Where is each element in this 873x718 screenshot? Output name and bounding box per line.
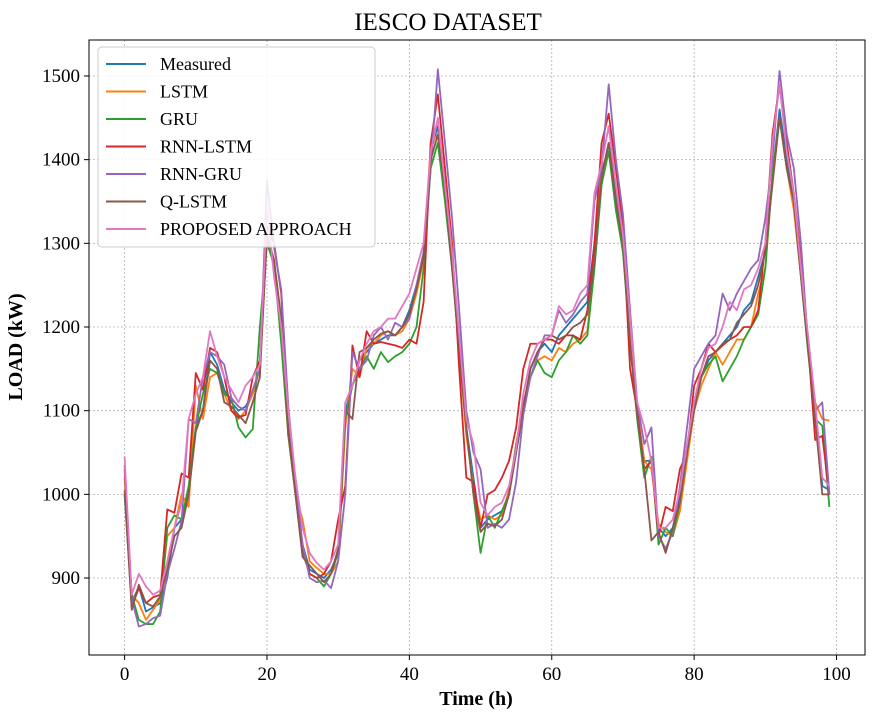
x-tick-label: 60 [542, 664, 561, 685]
x-axis-title: Time (h) [439, 688, 513, 710]
x-tick-label: 80 [685, 664, 704, 685]
series-line-rnn-lstm [123, 83, 831, 609]
x-tick-label: 20 [257, 664, 276, 685]
y-tick-label: 1000 [42, 484, 80, 505]
legend: Measured LSTM GRU RNN-LSTM RNN-GRU Q-LSTM PROP… [97, 46, 376, 248]
legend-label-proposed-approach: PROPOSED APPROACH [160, 219, 352, 239]
x-tick-label: 0 [120, 664, 130, 685]
y-axis-title: LOAD (kW) [5, 293, 27, 400]
y-tick-label: 1300 [42, 233, 80, 254]
tick-layer: 0 20 40 60 80 100 900 1000 1100 1200 1300 1400 1500 [42, 66, 851, 685]
series-layer [123, 68, 831, 628]
series-line-q-lstm [123, 116, 830, 611]
y-tick-label: 1100 [43, 401, 80, 422]
x-tick-label: 100 [822, 664, 851, 685]
legend-label-measured: Measured [160, 54, 231, 74]
y-tick-label: 900 [52, 568, 81, 589]
y-tick-label: 1400 [42, 150, 80, 171]
y-tick-label: 1200 [42, 317, 80, 338]
chart-title: IESCO DATASET [354, 9, 542, 36]
series-line-proposed-approach [123, 83, 831, 596]
legend-label-q-lstm: Q-LSTM [160, 192, 227, 212]
y-tick-label: 1500 [42, 66, 80, 87]
series-line-rnn-gru [123, 68, 831, 628]
series-line-gru [123, 116, 831, 625]
legend-box [97, 46, 376, 248]
x-tick-label: 40 [400, 664, 419, 685]
plot-frame [88, 39, 866, 656]
legend-label-gru: GRU [160, 109, 198, 129]
legend-label-lstm: LSTM [160, 82, 208, 102]
legend-label-rnn-gru: RNN-GRU [160, 164, 242, 184]
legend-label-rnn-lstm: RNN-LSTM [160, 137, 252, 157]
